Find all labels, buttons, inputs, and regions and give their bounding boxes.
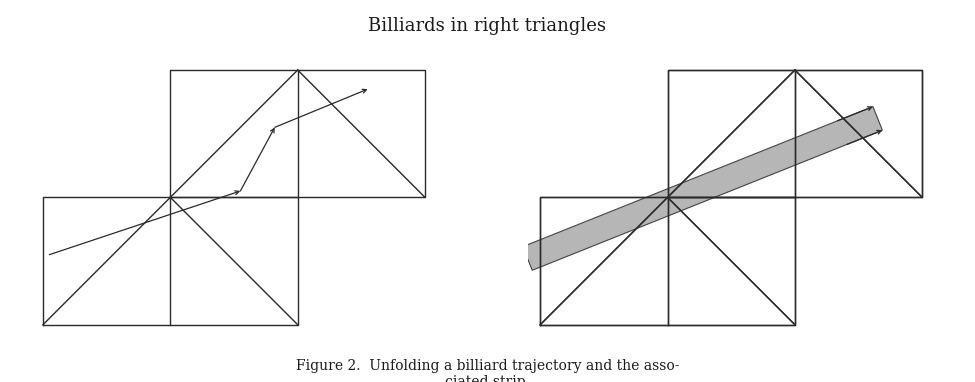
Polygon shape xyxy=(523,107,882,270)
Text: Figure 2.  Unfolding a billiard trajectory and the asso-
ciated strip.: Figure 2. Unfolding a billiard trajector… xyxy=(295,359,680,382)
Text: Billiards in right triangles: Billiards in right triangles xyxy=(369,17,606,35)
